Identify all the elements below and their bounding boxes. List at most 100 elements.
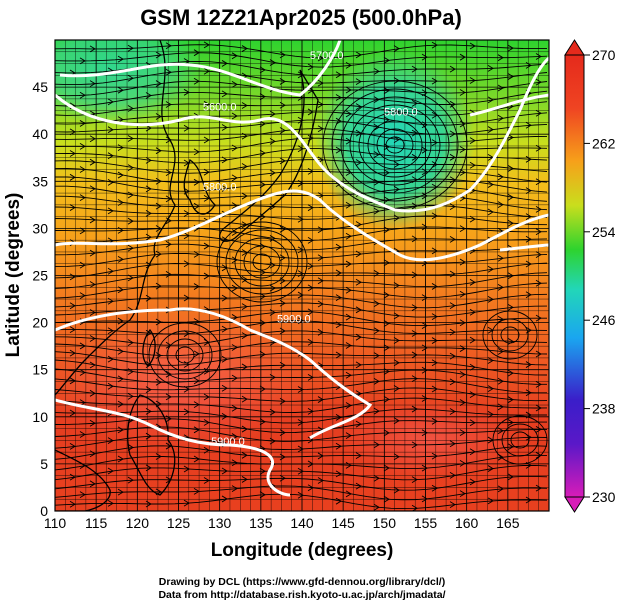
flow-arrow	[355, 51, 362, 59]
flow-arrow	[127, 44, 134, 52]
flow-arrow	[279, 397, 286, 405]
flow-arrow	[393, 312, 400, 320]
flow-arrow	[89, 281, 96, 288]
flow-arrow	[373, 352, 380, 359]
flow-arrow	[183, 88, 190, 96]
flow-arrow	[89, 309, 96, 316]
flow-arrow	[221, 124, 228, 131]
flow-arrow	[307, 484, 314, 492]
flow-arrow	[231, 485, 238, 492]
x-tick-label: 115	[85, 515, 108, 531]
flow-arrow	[393, 417, 400, 425]
flow-arrow	[383, 226, 390, 234]
flow-arrow	[155, 51, 162, 59]
flow-arrow	[89, 185, 96, 193]
flow-arrow	[431, 484, 438, 492]
flow-arrow	[411, 476, 418, 484]
flow-arrow	[459, 120, 466, 128]
flow-arrow	[459, 345, 466, 352]
flow-arrow	[231, 374, 238, 382]
flow-arrow	[355, 221, 362, 228]
flow-arrow	[79, 261, 86, 269]
flow-arrow	[487, 126, 494, 133]
flow-arrow	[259, 491, 266, 499]
contour-east-lower	[499, 243, 549, 252]
flow-arrow	[259, 66, 266, 74]
flow-arrow	[335, 442, 342, 450]
plot-frame	[54, 39, 550, 512]
flow-arrow	[269, 437, 276, 445]
flow-arrow	[279, 78, 286, 85]
flow-arrow	[535, 178, 542, 186]
flow-arrow	[203, 367, 210, 375]
flow-arrow	[203, 272, 210, 280]
y-tick-label: 20	[32, 315, 48, 331]
flow-arrow	[535, 350, 542, 358]
flow-arrow	[107, 382, 114, 390]
flow-arrow	[107, 467, 114, 475]
flow-arrow	[241, 303, 248, 310]
flow-arrow	[421, 53, 428, 61]
flow-arrow	[373, 96, 380, 103]
flow-arrow	[241, 163, 248, 170]
flow-arrow	[221, 467, 228, 475]
flow-arrow	[449, 352, 456, 360]
flow-arrow	[127, 135, 134, 142]
flow-arrow	[431, 385, 438, 393]
flow-arrow	[393, 385, 400, 392]
flow-arrow	[183, 330, 190, 337]
circulation-ring	[385, 136, 405, 154]
flow-arrow	[383, 259, 390, 267]
flow-arrow	[79, 227, 86, 235]
flow-arrow	[89, 361, 96, 369]
flow-arrow	[317, 300, 324, 308]
flow-arrow	[459, 429, 466, 437]
flow-arrow	[269, 59, 276, 66]
flow-arrow	[449, 176, 456, 184]
flow-arrow	[317, 396, 324, 403]
flow-arrow	[155, 453, 162, 460]
flow-arrow	[269, 284, 276, 292]
flow-arrow	[79, 431, 86, 438]
flow-arrow	[269, 408, 276, 416]
flow-arrow	[335, 414, 342, 421]
flow-arrow	[393, 486, 400, 494]
flow-arrow	[117, 400, 124, 408]
flow-arrow	[269, 235, 276, 242]
flow-arrow	[107, 126, 114, 134]
flow-arrow	[487, 385, 494, 393]
flow-arrow	[231, 404, 238, 412]
flow-arrow	[525, 361, 532, 368]
flow-arrow	[317, 254, 324, 262]
flow-arrow	[127, 476, 134, 484]
flow-arrow	[535, 53, 542, 60]
y-tick-labels: 0 5 10 15 20 25 30 35 40 45	[32, 79, 48, 519]
flow-arrow	[449, 65, 456, 73]
flow-arrow	[525, 121, 532, 129]
circulation-ring	[367, 120, 423, 170]
flow-arrow	[373, 123, 380, 131]
y-tick-label: 0	[40, 503, 48, 519]
flow-arrow	[411, 271, 418, 279]
circulation-ring	[500, 326, 520, 344]
flow-arrow	[373, 503, 380, 511]
flow-arrow	[459, 89, 466, 96]
flow-arrow	[165, 101, 172, 108]
flow-arrow	[355, 159, 362, 166]
flow-arrow	[259, 149, 266, 157]
flow-arrow	[459, 146, 466, 153]
flow-arrow	[117, 488, 124, 496]
flow-arrow	[393, 185, 400, 193]
flow-arrow	[487, 181, 494, 188]
flow-arrow	[269, 203, 276, 211]
flow-arrow	[165, 169, 172, 177]
flow-arrow	[355, 361, 362, 369]
flow-arrow	[307, 308, 314, 316]
flow-arrow	[411, 330, 418, 337]
flow-arrow	[469, 77, 476, 84]
flow-arrow	[411, 351, 418, 359]
flow-arrow	[355, 78, 362, 85]
flow-arrow	[345, 110, 352, 118]
flow-arrow	[259, 467, 266, 475]
flow-arrow	[317, 226, 324, 234]
